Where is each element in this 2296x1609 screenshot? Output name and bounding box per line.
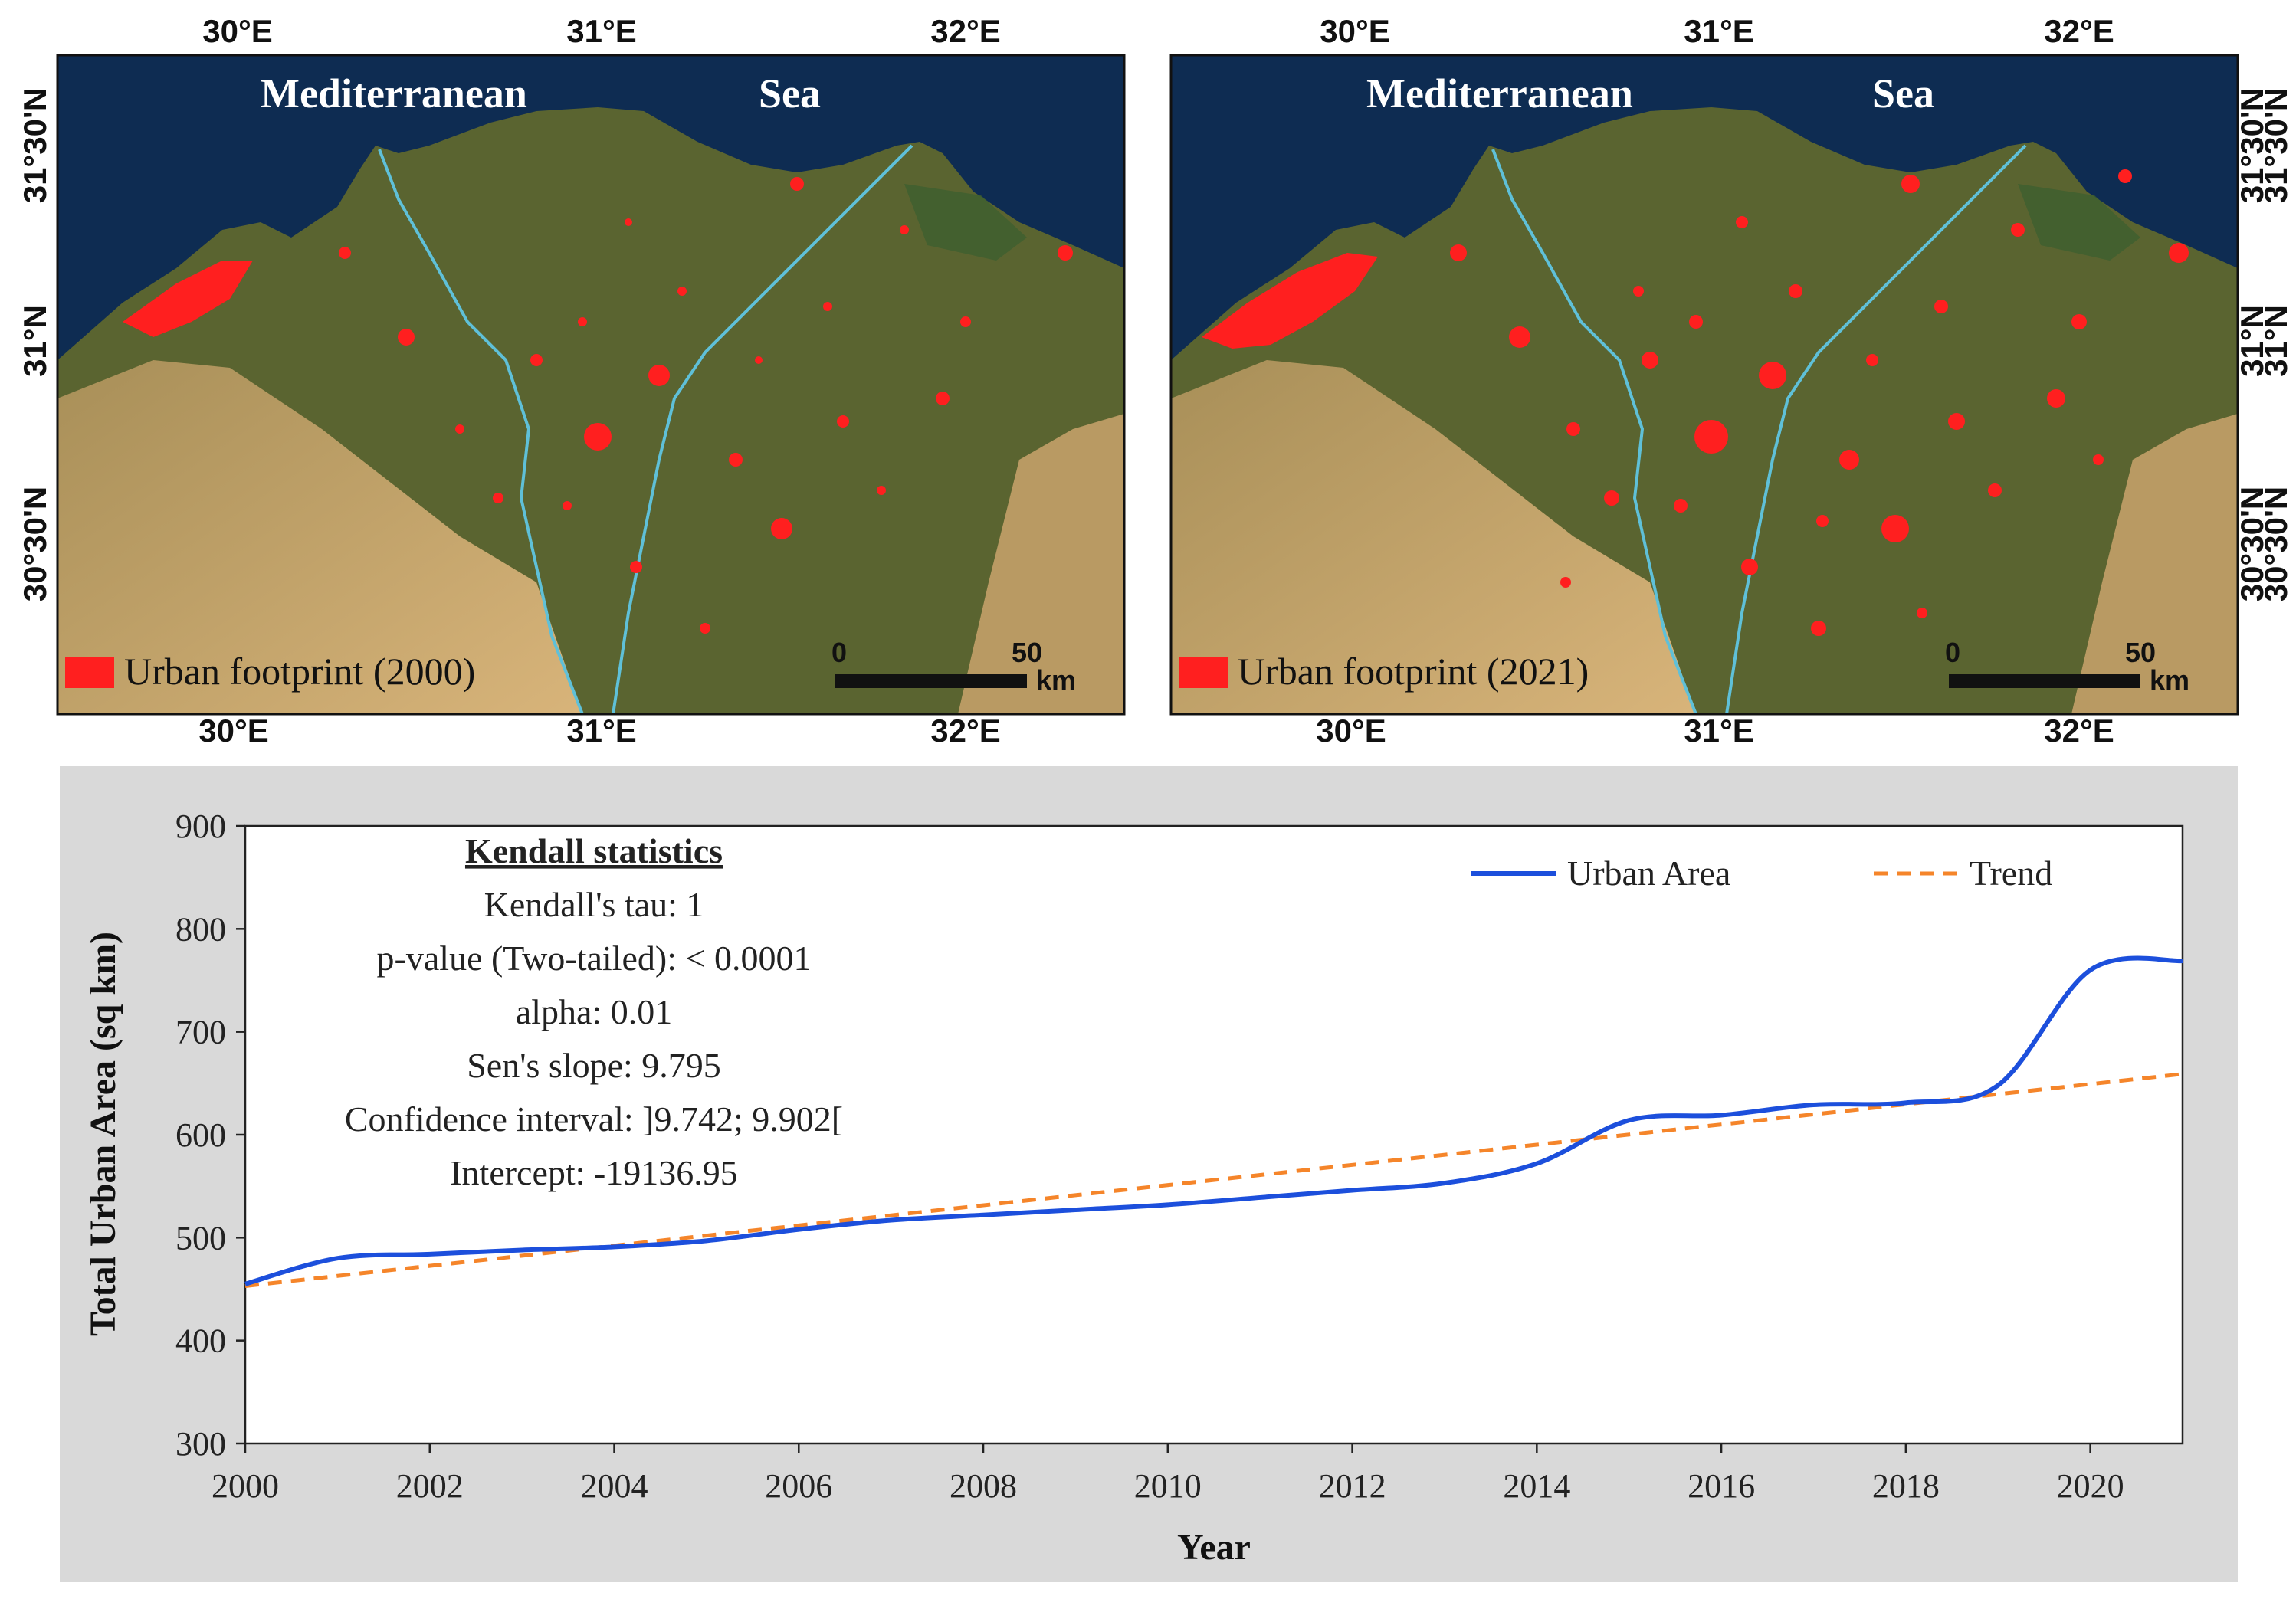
stats-line: Kendall's tau: 1 xyxy=(484,885,704,924)
rosetta-branch xyxy=(378,149,584,714)
stats-line: Confidence interval: ]9.742; 9.902[ xyxy=(345,1099,843,1139)
lon-label-bottom: 32°E xyxy=(930,713,1001,749)
x-tick-label: 2002 xyxy=(396,1467,464,1505)
scale-start: 0 xyxy=(831,637,847,668)
stats-line: Sen's slope: 9.795 xyxy=(467,1046,721,1085)
lon-label-top: 30°E xyxy=(202,13,273,49)
lon-label-top: 31°E xyxy=(1684,13,1754,49)
trend-series-line xyxy=(244,1072,2183,1288)
x-tick-label: 2016 xyxy=(1688,1467,1755,1505)
x-tick-label: 2010 xyxy=(1134,1467,1202,1505)
lake-manzala xyxy=(904,184,1027,261)
y-tick-label: 600 xyxy=(175,1116,226,1154)
lat-label-left: 31°30'N xyxy=(2234,88,2270,204)
urban-patches xyxy=(339,177,1073,634)
eastern-desert xyxy=(2071,414,2238,714)
urban-legend-label: Urban footprint (2021) xyxy=(1238,650,1589,693)
map-frame xyxy=(1169,54,2239,716)
chart-background xyxy=(60,766,2238,1582)
sea-label-sea: Sea xyxy=(1872,70,1934,116)
lon-label-bottom: 32°E xyxy=(2044,713,2114,749)
scale-unit: km xyxy=(1036,664,1076,696)
lat-label: 30°30'N xyxy=(17,487,53,602)
x-tick-label: 2000 xyxy=(212,1467,279,1505)
sea-label-mediterranean: Mediterranean xyxy=(261,70,527,116)
urban-patches xyxy=(1450,169,2189,636)
y-tick-label: 900 xyxy=(175,808,226,845)
y-tick-label: 500 xyxy=(175,1219,226,1257)
y-tick-label: 800 xyxy=(175,910,226,948)
x-axis-title: Year xyxy=(1177,1527,1251,1568)
alexandria-urban xyxy=(1202,253,1378,349)
lat-label-right: 31°N xyxy=(2258,305,2294,377)
map-panel-2000: Mediterranean Sea 30°E 31°E 32°E 30°E 31… xyxy=(17,13,1126,749)
lon-label-bottom: 31°E xyxy=(566,713,637,749)
urban-area-series-line xyxy=(244,955,2183,1286)
x-tick-label: 2014 xyxy=(1503,1467,1570,1505)
lat-label: 31°N xyxy=(17,305,53,377)
lon-label-top: 32°E xyxy=(2044,13,2114,49)
y-axis-title: Total Urban Area (sq km) xyxy=(83,932,123,1336)
lon-label-top: 30°E xyxy=(1320,13,1390,49)
scale-start: 0 xyxy=(1945,637,1960,668)
stats-title: Kendall statistics xyxy=(465,831,723,870)
y-axis: 300 400 500 600 700 800 900 xyxy=(175,808,245,1463)
lat-label-right: 31°30'N xyxy=(2258,88,2294,204)
lat-label-left: 30°30'N xyxy=(2234,487,2270,602)
stats-line: p-value (Two-tailed): < 0.0001 xyxy=(377,939,812,978)
western-desert xyxy=(1171,360,1696,714)
x-tick-label: 2020 xyxy=(2057,1467,2124,1505)
kendall-statistics-box: Kendall statistics Kendall's tau: 1 p-va… xyxy=(345,831,843,1192)
lat-label: 31°30'N xyxy=(17,88,53,204)
lon-label-bottom: 31°E xyxy=(1684,713,1754,749)
legend: Urban Area Trend xyxy=(1471,854,2052,893)
scale-bar: 0 50 km xyxy=(831,637,1076,696)
damietta-branch xyxy=(612,144,913,714)
scale-end: 50 xyxy=(2125,637,2156,668)
scale-bar: 0 50 km xyxy=(1945,637,2189,696)
x-tick-label: 2018 xyxy=(1872,1467,1940,1505)
scale-unit: km xyxy=(2150,664,2189,696)
x-tick-label: 2004 xyxy=(581,1467,648,1505)
lat-label-left: 31°N xyxy=(2234,305,2270,377)
sea-label-sea: Sea xyxy=(759,70,821,116)
scale-end: 50 xyxy=(1012,637,1042,668)
x-tick-label: 2008 xyxy=(950,1467,1017,1505)
lat-label-right: 30°30'N xyxy=(2258,487,2294,602)
x-axis: 2000 2002 2004 2006 2008 2010 2012 2014 2016 2018… xyxy=(212,1444,2124,1505)
map-panel-2021: Mediterranean Sea 30°E 31°E 32°E 30°E 31… xyxy=(1169,13,2294,749)
stats-line: Intercept: -19136.95 xyxy=(450,1153,738,1192)
legend-trend-label: Trend xyxy=(1970,854,2052,893)
stats-line: alpha: 0.01 xyxy=(516,992,672,1031)
western-desert xyxy=(57,360,582,714)
sea-label-mediterranean: Mediterranean xyxy=(1366,70,1633,116)
lon-label-bottom: 30°E xyxy=(1316,713,1386,749)
lon-label-top: 32°E xyxy=(930,13,1001,49)
y-tick-label: 300 xyxy=(175,1425,226,1463)
eastern-desert xyxy=(958,414,1124,714)
alexandria-urban xyxy=(123,261,253,337)
legend-urban-label: Urban Area xyxy=(1567,854,1730,893)
rosetta-branch xyxy=(1491,149,1697,714)
urban-legend-swatch xyxy=(1179,657,1228,688)
lon-label-bottom: 30°E xyxy=(198,713,269,749)
lon-label-top: 31°E xyxy=(566,13,637,49)
urban-legend-swatch xyxy=(65,657,114,688)
x-tick-label: 2012 xyxy=(1319,1467,1386,1505)
map-frame xyxy=(56,54,1126,716)
plot-area xyxy=(244,824,2184,1445)
y-tick-label: 400 xyxy=(175,1322,226,1360)
lake-manzala xyxy=(2018,184,2140,261)
urban-legend-label: Urban footprint (2000) xyxy=(124,650,475,693)
x-tick-label: 2006 xyxy=(765,1467,832,1505)
y-tick-label: 700 xyxy=(175,1014,226,1051)
